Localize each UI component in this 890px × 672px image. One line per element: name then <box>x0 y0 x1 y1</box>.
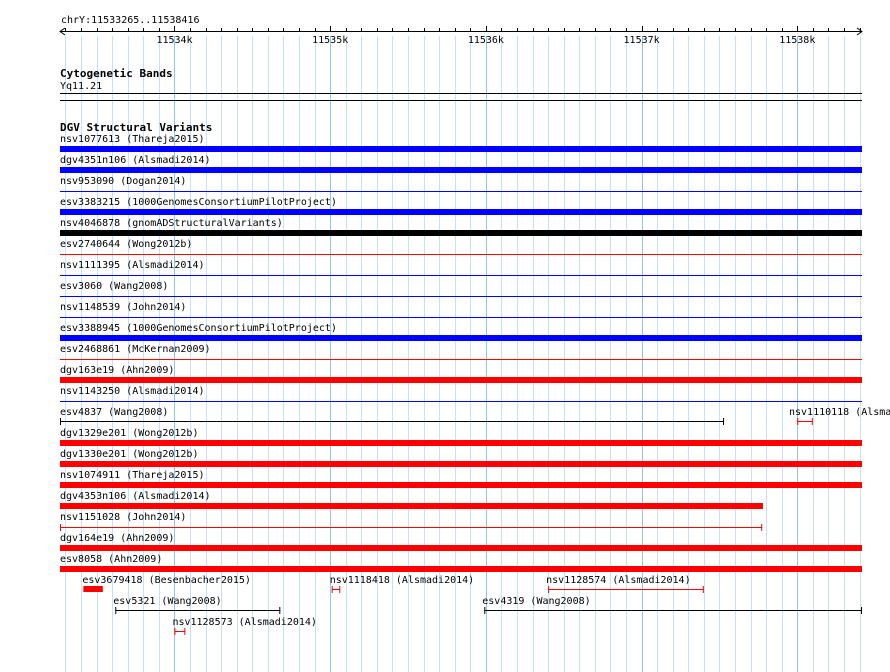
feature-label[interactable]: esv2740644 (Wong2012b) <box>60 239 193 250</box>
ruler-tick-label: 11536k <box>467 35 504 46</box>
feature-label[interactable]: nsv1151028 (John2014) <box>60 512 187 523</box>
feature-bar <box>60 335 862 341</box>
ruler-tick-label: 11534k <box>156 35 193 46</box>
feature-label[interactable]: nsv1148539 (John2014) <box>60 302 187 313</box>
feature-label[interactable]: esv5321 (Wang2008) <box>113 596 222 607</box>
feature-label[interactable]: nsv1128574 (Alsmadi2014) <box>546 575 691 586</box>
feature-label[interactable]: dgv164e19 (Ahn2009) <box>60 533 175 544</box>
feature-label[interactable]: dgv163e19 (Ahn2009) <box>60 365 175 376</box>
feature-label[interactable]: nsv1110118 (Alsma <box>789 407 890 418</box>
feature-label[interactable]: dgv1329e201 (Wong2012b) <box>60 428 199 439</box>
feature-label[interactable]: esv3388945 (1000GenomesConsortiumPilotPr… <box>60 323 337 334</box>
feature-bar <box>60 461 862 467</box>
feature-bar <box>60 209 862 215</box>
region-label: chrY:11533265..11538416 <box>61 15 200 26</box>
feature-label[interactable]: nsv1111395 (Alsmadi2014) <box>60 260 205 271</box>
feature-bar <box>60 167 862 173</box>
ruler-tick-label: 11537k <box>623 35 660 46</box>
feature-bar <box>60 377 862 383</box>
feature-bar <box>60 146 862 152</box>
ruler-right-arrow <box>856 27 863 36</box>
ruler-tick-label: 11535k <box>312 35 349 46</box>
feature-label[interactable]: nsv953090 (Dogan2014) <box>60 176 187 187</box>
feature-label[interactable]: esv3383215 (1000GenomesConsortiumPilotPr… <box>60 197 337 208</box>
feature-bar <box>60 230 862 236</box>
feature-label[interactable]: esv4319 (Wang2008) <box>482 596 591 607</box>
feature-label[interactable]: esv2468861 (McKernan2009) <box>60 344 211 355</box>
feature-label[interactable]: nsv1077613 (Thareja2015) <box>60 134 205 145</box>
feature-bar <box>60 545 862 551</box>
feature-label[interactable]: dgv4353n106 (Alsmadi2014) <box>60 491 211 502</box>
feature-label[interactable]: esv3060 (Wang2008) <box>60 281 169 292</box>
feature-bar <box>60 566 862 572</box>
ruler-left-arrow <box>59 27 66 36</box>
feature-label[interactable]: nsv4046878 (gnomADStructuralVariants) <box>60 218 283 229</box>
feature-label[interactable]: dgv4351n106 (Alsmadi2014) <box>60 155 211 166</box>
feature-label[interactable]: dgv1330e201 (Wong2012b) <box>60 449 199 460</box>
feature-label[interactable]: nsv1143250 (Alsmadi2014) <box>60 386 205 397</box>
feature-label[interactable]: esv4837 (Wang2008) <box>60 407 169 418</box>
feature-label[interactable]: nsv1074911 (Thareja2015) <box>60 470 205 481</box>
feature-label[interactable]: nsv1128573 (Alsmadi2014) <box>172 617 317 628</box>
feature-label[interactable]: nsv1118418 (Alsmadi2014) <box>329 575 475 586</box>
feature-label[interactable]: esv3679418 (Besenbacher2015) <box>82 575 251 586</box>
feature-bar <box>60 440 862 446</box>
feature-bar <box>60 482 862 488</box>
cytoband-track-title[interactable]: Cytogenetic Bands <box>60 67 173 80</box>
feature-label[interactable]: esv8058 (Ahn2009) <box>60 554 163 565</box>
feature-bar <box>60 503 763 509</box>
ruler-tick-label: 11538k <box>779 35 816 46</box>
feature-bar <box>83 586 103 592</box>
dgv-track-title[interactable]: DGV Structural Variants <box>60 121 213 134</box>
cytoband-label[interactable]: Yq11.21 <box>60 81 103 92</box>
